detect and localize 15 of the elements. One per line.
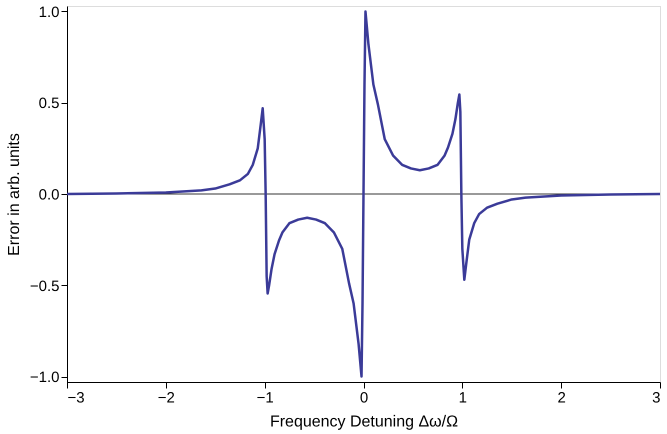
x-tick-label: −3	[68, 390, 85, 406]
line-series	[66, 10, 662, 378]
y-axis-title: Error in arb. units	[6, 133, 23, 256]
x-tick-label: 0	[360, 390, 368, 406]
x-tick-label: −2	[158, 390, 175, 406]
y-tick-label: 0.5	[38, 95, 60, 112]
x-tick-label: 2	[557, 390, 566, 406]
x-axis-title: Frequency Detuning Δω/Ω	[270, 414, 458, 430]
x-tick-label: 3	[652, 390, 660, 406]
x-tick-label: 1	[458, 390, 468, 406]
y-tick-label: −1.0	[30, 369, 60, 386]
y-tick-label: 0.0	[38, 186, 60, 204]
y-tick-label: −0.5	[30, 278, 60, 295]
x-tick-label: −1	[256, 390, 274, 406]
y-tick-label: 1.0	[38, 4, 60, 21]
